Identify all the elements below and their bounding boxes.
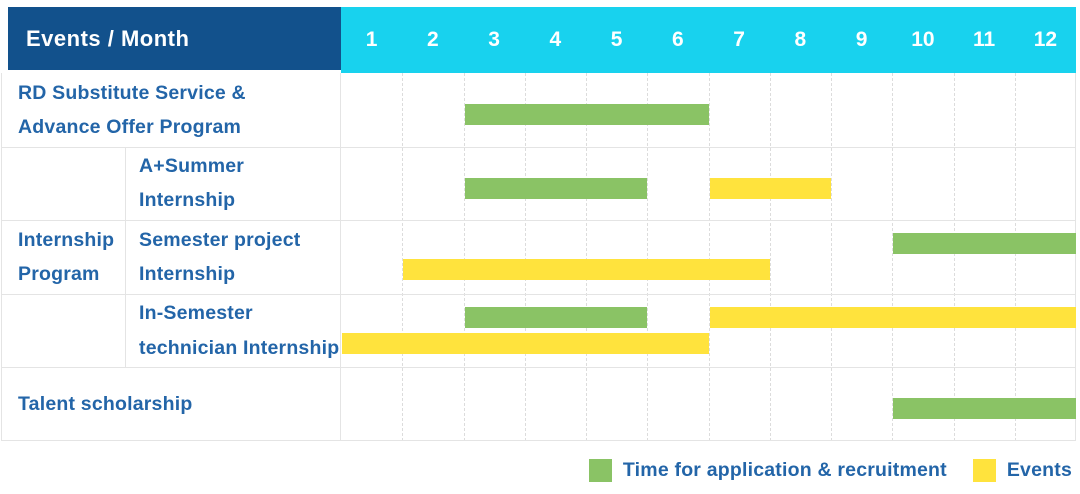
row-border bbox=[1, 440, 1075, 441]
table-body: RD Substitute Service & Advance Offer Pr… bbox=[1, 73, 1076, 441]
month-header-cell-11: 11 bbox=[973, 28, 996, 51]
event-bar bbox=[342, 332, 709, 354]
month-gridline bbox=[892, 73, 894, 441]
legend-swatch-event bbox=[972, 459, 996, 482]
month-gridline bbox=[463, 73, 465, 441]
month-gridline bbox=[1014, 73, 1016, 441]
events-month-header-label: Events / Month bbox=[26, 25, 190, 51]
legend-label-application: Time for application & recruitment bbox=[622, 459, 947, 481]
month-gridline bbox=[953, 73, 955, 441]
application-bar bbox=[464, 104, 709, 125]
legend-item-event: Events bbox=[972, 459, 1072, 482]
row-label: RD Substitute Service & Advance Offer Pr… bbox=[18, 81, 246, 138]
label-column-border bbox=[340, 73, 341, 441]
row-label: Talent scholarship bbox=[18, 393, 193, 416]
month-gridline bbox=[708, 73, 710, 441]
legend: Time for application & recruitment Events bbox=[588, 459, 1072, 482]
month-gridline bbox=[647, 73, 649, 441]
application-bar bbox=[464, 177, 648, 199]
month-gridline bbox=[831, 73, 832, 441]
month-gridline bbox=[769, 73, 771, 441]
month-header-cell-5: 5 bbox=[610, 28, 623, 51]
row-label: In-Semester technician Internship bbox=[139, 302, 340, 359]
month-header-cell-1: 1 bbox=[365, 28, 378, 51]
event-bar bbox=[709, 177, 831, 199]
row-border bbox=[1, 220, 1075, 222]
legend-item-application: Time for application & recruitment bbox=[588, 459, 947, 482]
subcolumn-border bbox=[125, 146, 126, 368]
table-left-border bbox=[1, 73, 2, 441]
row-border bbox=[1, 293, 1075, 295]
month-gridline bbox=[586, 73, 587, 441]
month-header-cell-3: 3 bbox=[488, 28, 500, 51]
row-border bbox=[1, 146, 1075, 148]
row-label: Semester project Internship bbox=[139, 228, 301, 285]
event-bar bbox=[709, 306, 1076, 328]
month-header-cell-8: 8 bbox=[794, 28, 807, 51]
group-label: Internship Program bbox=[18, 228, 115, 285]
month-header-cell-7: 7 bbox=[733, 28, 745, 51]
application-bar bbox=[893, 398, 1076, 420]
legend-label-event: Events bbox=[1006, 459, 1072, 481]
event-bar bbox=[403, 259, 770, 281]
row-border bbox=[1, 367, 1075, 369]
month-header-cell-10: 10 bbox=[911, 28, 935, 51]
table-right-border bbox=[1075, 73, 1076, 441]
application-bar bbox=[464, 306, 648, 328]
events-month-header: Events / Month bbox=[8, 7, 341, 70]
row-label: A+Summer Internship bbox=[139, 155, 245, 212]
month-header-cell-6: 6 bbox=[672, 28, 684, 51]
month-header-cell-9: 9 bbox=[855, 28, 868, 51]
application-bar bbox=[893, 233, 1076, 255]
legend-swatch-application bbox=[588, 459, 612, 482]
month-gridline bbox=[524, 73, 526, 441]
month-gridline bbox=[402, 73, 404, 441]
schedule-table: Events / Month 1 2 3 4 5 6 7 8 9 10 11 12 RD Substi… bbox=[1, 7, 1076, 441]
month-header-cell-4: 4 bbox=[549, 28, 562, 51]
month-header-cell-12: 12 bbox=[1033, 28, 1058, 51]
month-header-row: 1 2 3 4 5 6 7 8 9 10 11 12 bbox=[341, 7, 1076, 73]
month-header-cell-2: 2 bbox=[427, 28, 439, 51]
